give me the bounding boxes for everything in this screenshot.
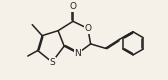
Text: S: S [49,58,55,67]
Text: O: O [70,2,76,12]
Text: N: N [75,49,81,58]
Text: O: O [84,24,91,33]
